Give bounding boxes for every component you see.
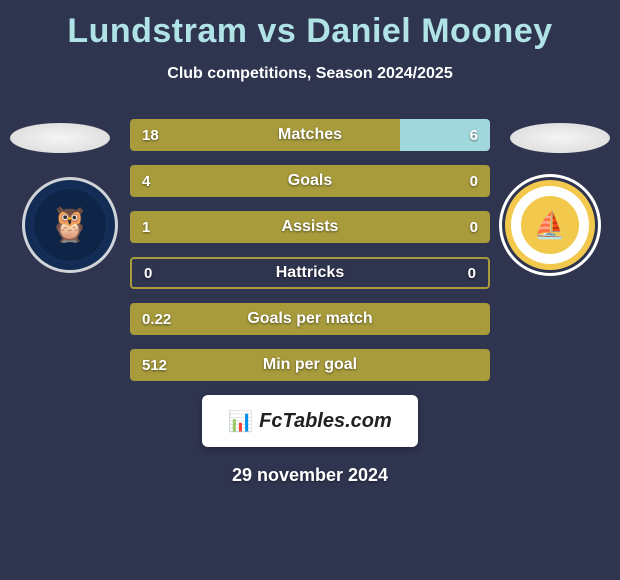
club-badge-right: ⛵ bbox=[502, 177, 598, 273]
ship-icon: ⛵ bbox=[524, 199, 576, 251]
stat-bar-left bbox=[130, 119, 400, 151]
comparison-subtitle: Club competitions, Season 2024/2025 bbox=[0, 65, 620, 83]
chart-icon: 📊 bbox=[228, 409, 253, 434]
watermark-text: FcTables.com bbox=[259, 410, 392, 433]
stat-value-left: 4 bbox=[142, 173, 150, 190]
stat-row: 10Assists bbox=[130, 211, 490, 243]
stat-bar-left bbox=[130, 211, 490, 243]
snapshot-date: 29 november 2024 bbox=[0, 465, 620, 486]
stat-label: Hattricks bbox=[132, 264, 488, 282]
stat-bar-left bbox=[130, 349, 490, 381]
stat-row: 512Min per goal bbox=[130, 349, 490, 381]
chart-area: 🦉 ⛵ 186Matches40Goals10Assists00Hattrick… bbox=[0, 119, 620, 381]
comparison-title: Lundstram vs Daniel Mooney bbox=[0, 0, 620, 51]
watermark-badge: 📊 FcTables.com bbox=[202, 395, 418, 447]
stat-value-left: 18 bbox=[142, 127, 159, 144]
player-photo-left-placeholder bbox=[10, 123, 110, 153]
club-badge-left: 🦉 bbox=[22, 177, 118, 273]
stat-value-right: 0 bbox=[470, 173, 478, 190]
stat-row: 40Goals bbox=[130, 165, 490, 197]
stat-row: 186Matches bbox=[130, 119, 490, 151]
owl-icon: 🦉 bbox=[34, 189, 106, 261]
player-photo-right-placeholder bbox=[510, 123, 610, 153]
stat-bar-left bbox=[130, 165, 490, 197]
stat-value-left: 512 bbox=[142, 357, 167, 374]
stat-bar-left bbox=[130, 303, 490, 335]
stat-value-left: 1 bbox=[142, 219, 150, 236]
stat-bars-container: 186Matches40Goals10Assists00Hattricks0.2… bbox=[130, 119, 490, 381]
stat-value-right: 6 bbox=[470, 127, 478, 144]
stat-value-left: 0.22 bbox=[142, 311, 171, 328]
stat-value-left: 0 bbox=[144, 265, 152, 282]
stat-value-right: 0 bbox=[470, 219, 478, 236]
stat-row: 0 0Hattricks bbox=[130, 257, 490, 289]
stat-value-right: 0 bbox=[468, 265, 476, 282]
stat-row: 0.22Goals per match bbox=[130, 303, 490, 335]
